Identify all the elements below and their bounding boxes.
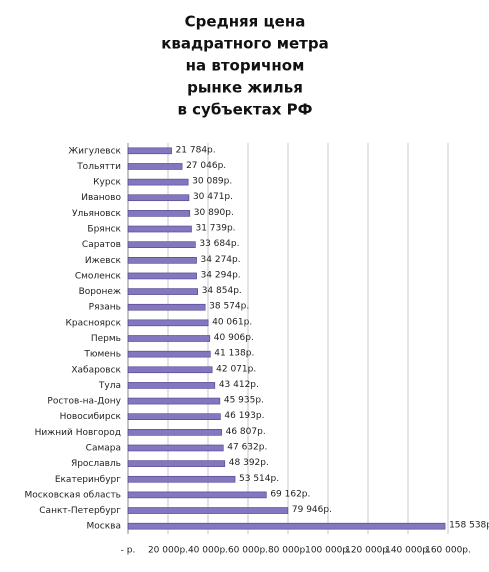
bar	[127, 210, 191, 217]
bar	[127, 147, 172, 155]
value-label: 30 890р.	[194, 208, 234, 218]
bar	[127, 241, 196, 248]
value-label: 41 138р.	[214, 349, 254, 359]
bar	[127, 366, 213, 374]
value-label: 47 632р.	[227, 442, 267, 452]
bar	[127, 397, 221, 405]
bar	[127, 382, 216, 389]
y-tick-label: Ярославль	[71, 459, 121, 469]
value-label: 45 935р.	[224, 396, 264, 406]
y-tick-label: Смоленск	[75, 271, 122, 281]
y-tick-label: Саратов	[82, 240, 121, 250]
y-tick-label: Москва	[87, 522, 121, 532]
bar	[127, 319, 209, 327]
bar	[127, 272, 197, 280]
y-tick-label: Ульяновск	[72, 209, 122, 219]
value-label: 46 807р.	[226, 427, 266, 437]
bar	[127, 256, 197, 264]
value-label: 53 514р.	[239, 474, 279, 484]
y-tick-label: Новосибирск	[60, 412, 122, 422]
chart-title: Средняя цена	[185, 13, 306, 31]
x-tick-label: 120 000р.	[345, 546, 391, 556]
bar	[127, 491, 267, 499]
y-tick-label: Брянск	[87, 225, 121, 235]
bar	[127, 288, 199, 295]
y-tick-label: Хабаровск	[71, 365, 121, 375]
value-label: 34 294р.	[201, 270, 241, 280]
bar	[127, 178, 189, 186]
y-tick-label: Жигулевск	[68, 146, 121, 156]
y-tick-label: Курск	[93, 178, 121, 188]
bar	[127, 194, 190, 202]
x-tick-label: - р.	[121, 546, 136, 556]
x-tick-label: 60 000р.	[228, 546, 268, 556]
x-tick-label: 40 000р.	[188, 546, 228, 556]
value-label: 40 061р.	[212, 317, 252, 327]
value-label: 34 854р.	[202, 286, 242, 296]
y-tick-label: Самара	[86, 443, 121, 453]
bar	[127, 303, 206, 311]
value-label: 30 471р.	[193, 192, 233, 202]
x-tick-label: 20 000р.	[148, 546, 188, 556]
y-tick-label: Тюмень	[83, 350, 121, 360]
y-tick-label: Нижний Новгород	[35, 428, 121, 438]
chart-title: квадратного метра	[161, 35, 328, 53]
value-label: 38 574р.	[209, 302, 249, 312]
x-tick-label: 80 000р.	[268, 546, 308, 556]
value-label: 40 906р.	[214, 333, 254, 343]
y-tick-label: Тольятти	[76, 162, 121, 172]
bar	[127, 507, 289, 514]
y-tick-label: Красноярск	[66, 318, 122, 328]
bar	[127, 413, 221, 421]
value-label: 79 946р.	[292, 505, 332, 515]
y-tick-label: Ижевск	[85, 256, 122, 266]
bar	[127, 350, 211, 358]
y-tick-label: Московская область	[25, 490, 121, 500]
value-label: 158 538р.	[449, 521, 489, 531]
bar	[127, 225, 192, 233]
bar	[127, 429, 222, 436]
value-label: 30 089р.	[192, 177, 232, 187]
value-label: 33 684р.	[199, 239, 239, 249]
bar	[127, 163, 183, 170]
value-label: 31 739р.	[195, 224, 235, 234]
bar	[127, 475, 236, 483]
chart-title: в субъектах РФ	[177, 101, 312, 119]
value-label: 46 193р.	[224, 411, 264, 421]
y-tick-label: Рязань	[89, 303, 121, 313]
value-label: 27 046р.	[186, 161, 226, 171]
y-tick-label: Ростов-на-Дону	[47, 397, 121, 407]
y-tick-label: Иваново	[81, 193, 121, 203]
bar	[127, 460, 226, 467]
chart-title: рынке жилья	[187, 79, 303, 97]
x-tick-label: 140 000р.	[385, 546, 431, 556]
x-tick-label: 160 000р.	[425, 546, 471, 556]
y-tick-label: Тула	[98, 381, 121, 391]
value-label: 42 071р.	[216, 364, 256, 374]
value-label: 43 412р.	[219, 380, 259, 390]
bar	[127, 522, 446, 530]
value-label: 69 162р.	[270, 489, 310, 499]
value-label: 48 392р.	[229, 458, 269, 468]
value-label: 34 274р.	[201, 255, 241, 265]
y-tick-label: Воронеж	[79, 287, 121, 297]
y-tick-label: Екатеринбург	[55, 475, 121, 485]
value-label: 21 784р.	[176, 145, 216, 155]
x-tick-label: 100 000р.	[305, 546, 351, 556]
bar	[127, 335, 211, 342]
y-tick-label: Санкт-Петербург	[39, 506, 121, 516]
chart-title: на вторичном	[186, 57, 305, 75]
bar	[127, 444, 224, 452]
y-tick-label: Пермь	[91, 334, 121, 344]
